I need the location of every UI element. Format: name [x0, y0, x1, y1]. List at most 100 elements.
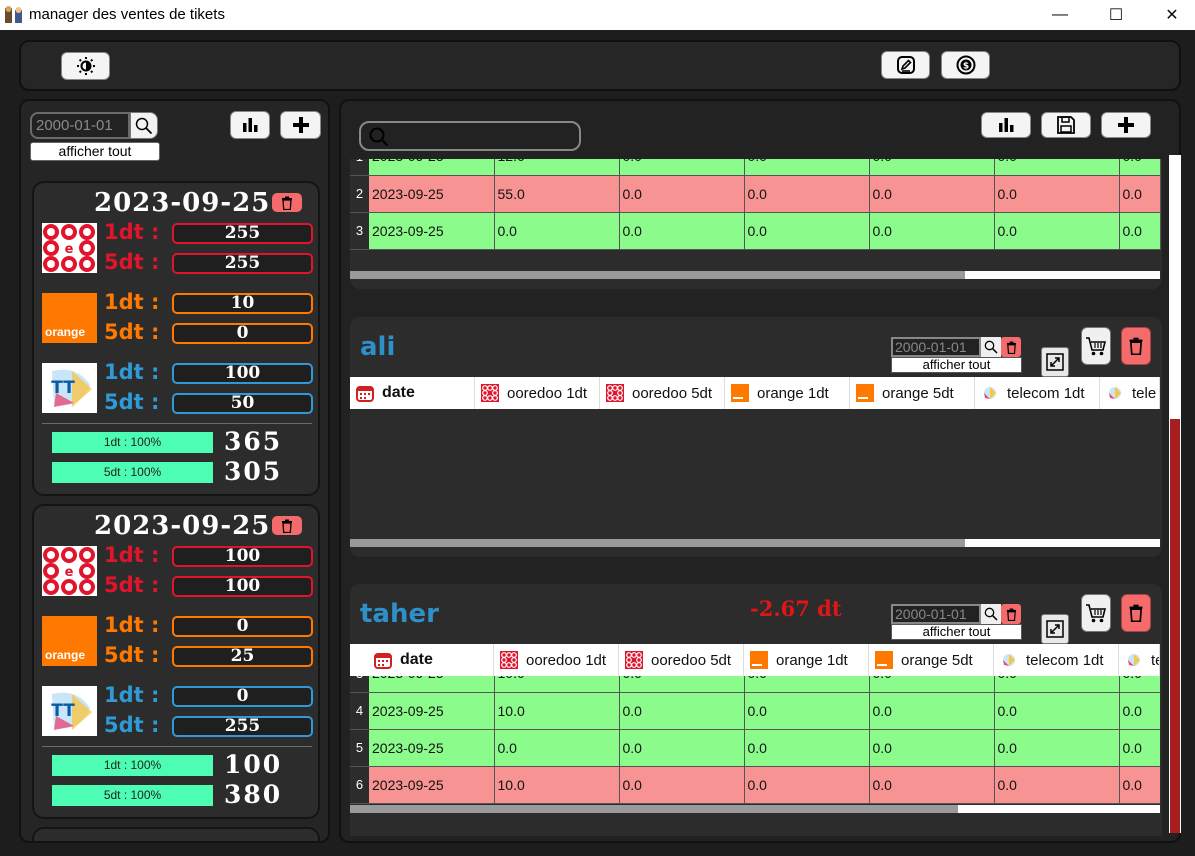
seller-show-all-button[interactable]: afficher tout — [891, 357, 1022, 373]
edit-button[interactable] — [881, 51, 930, 79]
table-row[interactable]: 5 2023-09-25 0.0 0.0 0.0 0.0 0.0 0.0 — [350, 729, 1160, 767]
expand-button[interactable] — [1041, 347, 1069, 377]
card-date: 2023-09-25 — [94, 511, 271, 541]
column-header-orange-1dt[interactable]: orange 1dt — [744, 644, 869, 676]
scrollbar-thumb[interactable] — [350, 539, 965, 547]
cell-telecom-5dt: 0.0 — [1119, 676, 1160, 693]
sell-cart-button[interactable] — [1081, 327, 1111, 365]
orange-5dt-value: 0 — [172, 323, 313, 344]
theme-toggle-button[interactable] — [61, 52, 110, 80]
cell-date: 2023-09-25 — [369, 692, 495, 730]
column-header-date[interactable]: date — [350, 644, 494, 676]
seller-section-top: 1 2023-09-25 12.0 0.0 0.0 0.0 0.0 0.0 2 … — [350, 159, 1162, 289]
day-card: 2023-09-25 e 1dt : 100 5dt : 100 orange … — [32, 504, 320, 819]
maximize-icon: ☐ — [1108, 7, 1124, 24]
scrollbar-thumb[interactable] — [350, 805, 958, 813]
cell-telecom-5dt: 0.0 — [1119, 175, 1161, 213]
seller-date-search-button[interactable] — [981, 604, 1001, 624]
delete-seller-button[interactable] — [1121, 594, 1151, 632]
column-header-orange-1dt[interactable]: orange 1dt — [725, 377, 850, 409]
cell-orange-1dt: 0.0 — [744, 159, 870, 176]
brightness-icon — [76, 57, 95, 75]
cell-telecom-1dt: 0.0 — [994, 692, 1120, 730]
delete-card-button[interactable] — [272, 516, 302, 535]
ooredoo-icon — [606, 384, 624, 402]
minimize-button[interactable]: — — [1037, 0, 1083, 30]
table-row[interactable]: 1 2023-09-25 12.0 0.0 0.0 0.0 0.0 0.0 — [350, 159, 1161, 176]
scrollbar-thumb[interactable] — [350, 271, 965, 279]
table-row[interactable]: 3 2023-09-25 10.0 0.0 0.0 0.0 0.0 0.0 — [350, 676, 1160, 693]
table-row[interactable]: 6 2023-09-25 10.0 0.0 0.0 0.0 0.0 0.0 — [350, 766, 1160, 804]
ooredoo-icon — [500, 651, 518, 669]
sell-cart-button[interactable] — [1081, 594, 1111, 632]
table-row[interactable]: 3 2023-09-25 0.0 0.0 0.0 0.0 0.0 0.0 — [350, 212, 1161, 250]
seller-date-delete-button[interactable] — [1001, 604, 1021, 624]
cell-telecom-1dt: 0.0 — [994, 175, 1120, 213]
orange-logo-text: orange — [45, 648, 86, 662]
ooredoo-1dt-value: 100 — [172, 546, 313, 567]
seller-show-all-button[interactable]: afficher tout — [891, 624, 1022, 640]
seller-date-delete-button[interactable] — [1001, 337, 1021, 357]
column-label: telecom 1dt — [1026, 651, 1104, 669]
money-sync-button[interactable]: $ — [941, 51, 990, 79]
orange-5dt-label: 5dt : — [104, 643, 160, 667]
close-icon: ✕ — [1165, 7, 1179, 24]
telecom-1dt-label: 1dt : — [104, 683, 160, 707]
cell-telecom-1dt: 0.0 — [994, 766, 1120, 804]
column-header-orange-5dt[interactable]: orange 5dt — [869, 644, 994, 676]
horizontal-scrollbar[interactable] — [350, 805, 1160, 813]
table-row[interactable]: 2 2023-09-25 55.0 0.0 0.0 0.0 0.0 0.0 — [350, 175, 1161, 213]
column-header-ooredoo-1dt[interactable]: ooredoo 1dt — [494, 644, 619, 676]
daily-summary-panel: 2000-01-01 afficher tout 2023-09-25 e 1d… — [19, 99, 330, 843]
vertical-scrollbar-thumb[interactable] — [1170, 419, 1180, 833]
column-header-ooredoo-5dt[interactable]: ooredoo 5dt — [600, 377, 725, 409]
card-divider — [42, 746, 312, 747]
cell-ooredoo-5dt: 0.0 — [619, 692, 745, 730]
table-row[interactable]: 4 2023-09-25 10.0 0.0 0.0 0.0 0.0 0.0 — [350, 692, 1160, 730]
seller-search-box[interactable] — [359, 121, 581, 151]
show-all-button[interactable]: afficher tout — [30, 142, 160, 161]
plus-icon — [292, 117, 309, 133]
column-header-telecom-1dt[interactable]: telecom 1dt — [975, 377, 1100, 409]
expand-button[interactable] — [1041, 614, 1069, 644]
cell-orange-1dt: 0.0 — [744, 676, 870, 693]
stats-button[interactable] — [230, 111, 270, 139]
edit-icon — [896, 56, 915, 74]
delete-seller-button[interactable] — [1121, 327, 1151, 365]
stats-button[interactable] — [981, 112, 1031, 138]
date-filter-input[interactable]: 2000-01-01 — [30, 112, 130, 139]
column-header-telecom-1dt[interactable]: telecom 1dt — [994, 644, 1119, 676]
maximize-button[interactable]: ☐ — [1093, 0, 1139, 30]
main-toolbar: $ — [19, 40, 1181, 91]
save-button[interactable] — [1041, 112, 1091, 138]
close-button[interactable]: ✕ — [1149, 0, 1195, 30]
table-header: date ooredoo 1dt ooredoo 5dt orange 1dt … — [350, 644, 1160, 676]
seller-date-search-button[interactable] — [981, 337, 1001, 357]
add-day-button[interactable] — [280, 111, 321, 139]
vertical-scrollbar[interactable] — [1169, 155, 1181, 833]
save-icon — [1057, 116, 1075, 134]
seller-date-input[interactable]: 2000-01-01 — [891, 604, 981, 624]
day-card: 2023-09-25 e 1dt : 255 5dt : 255 orange … — [32, 181, 320, 496]
ooredoo-5dt-label: 5dt : — [104, 250, 160, 274]
horizontal-scrollbar[interactable] — [350, 539, 1160, 547]
seller-section-taher: taher -2.67 dt 2000-01-01 afficher tout … — [350, 584, 1162, 836]
column-header-telecom-5dt[interactable]: tele — [1100, 377, 1160, 409]
bar-chart-icon — [243, 118, 258, 132]
column-header-date[interactable]: date — [350, 377, 475, 409]
trash-icon — [1006, 341, 1016, 354]
cell-orange-5dt: 0.0 — [869, 175, 995, 213]
seller-date-input[interactable]: 2000-01-01 — [891, 337, 981, 357]
column-header-orange-5dt[interactable]: orange 5dt — [850, 377, 975, 409]
column-header-ooredoo-1dt[interactable]: ooredoo 1dt — [475, 377, 600, 409]
column-header-ooredoo-5dt[interactable]: ooredoo 5dt — [619, 644, 744, 676]
column-label: orange 1dt — [757, 384, 829, 402]
date-search-button[interactable] — [130, 112, 158, 139]
add-seller-button[interactable] — [1101, 112, 1151, 138]
column-header-telecom-5dt[interactable]: tele — [1119, 644, 1160, 676]
ooredoo-logo: e — [42, 546, 97, 596]
cell-ooredoo-1dt: 55.0 — [494, 175, 620, 213]
horizontal-scrollbar[interactable] — [350, 271, 1160, 279]
delete-card-button[interactable] — [272, 193, 302, 212]
seller-search-input[interactable] — [393, 126, 573, 146]
